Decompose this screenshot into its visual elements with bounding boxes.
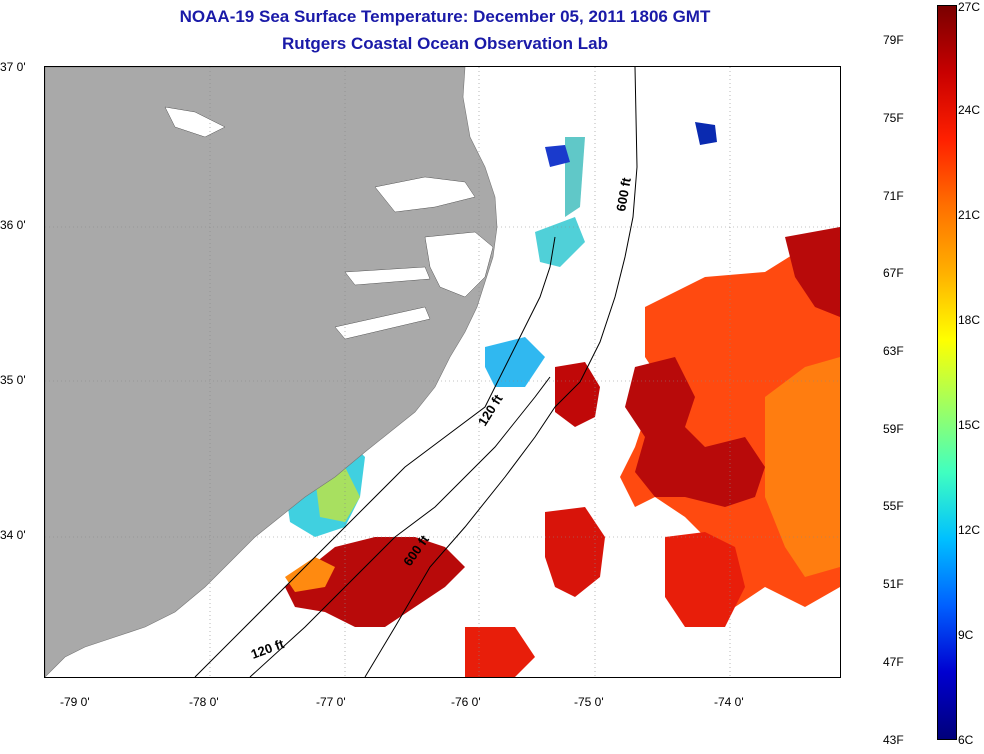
- sst-patch-center-darkred: [625, 357, 765, 507]
- lat-label-36: 36 0': [0, 218, 26, 232]
- colorbar-f-43: 43F: [883, 733, 904, 747]
- colorbar-c-6: 6C: [958, 733, 974, 747]
- inland-water: [164, 106, 494, 340]
- colorbar-f-59: 59F: [883, 422, 904, 436]
- colorbar-c-15: 15C: [958, 418, 981, 432]
- map-grid: [45, 67, 840, 677]
- colorbar-c-9: 9C: [958, 628, 974, 642]
- chesapeake-inlet: [164, 106, 226, 138]
- contour-120ft: [249, 376, 551, 677]
- contour-label-120ft-mid: 120 ft: [475, 391, 506, 428]
- depth-contours: [194, 67, 638, 677]
- colorbar-c-21: 21C: [958, 208, 981, 222]
- sst-patches: [285, 122, 840, 677]
- sst-patch-raleigh-cyan: [485, 337, 545, 387]
- pamlico-sound: [424, 231, 494, 298]
- sst-patch-pamlico-cyan: [535, 217, 585, 267]
- colorbar-f-75: 75F: [883, 111, 904, 125]
- sst-patch-north-blue: [545, 145, 570, 167]
- lon-label-79: -79 0': [60, 695, 90, 709]
- lat-label-35: 35 0': [0, 373, 26, 387]
- lon-label-76: -76 0': [451, 695, 481, 709]
- contour-600ft: [364, 67, 638, 677]
- lon-label-74: -74 0': [714, 695, 744, 709]
- colorbar-f-55: 55F: [883, 499, 904, 513]
- lon-label-77: -77 0': [316, 695, 346, 709]
- albemarle-sound: [374, 176, 476, 213]
- lat-label-34: 34 0': [0, 528, 26, 542]
- colorbar-f-67: 67F: [883, 266, 904, 280]
- sst-patch-bottom-red: [465, 627, 535, 677]
- contour-coastal: [194, 236, 556, 677]
- colorbar-f-51: 51F: [883, 577, 904, 591]
- colorbar-f-71: 71F: [883, 189, 904, 203]
- sst-patch-mid-darkred: [555, 362, 600, 427]
- lon-label-78: -78 0': [189, 695, 219, 709]
- colorbar-c-18: 18C: [958, 313, 981, 327]
- sst-patch-north-blue-2: [695, 122, 717, 145]
- sst-patch-se-red: [665, 532, 745, 627]
- temperature-colorbar: [937, 5, 957, 740]
- sst-patch-shelf-red: [285, 537, 465, 627]
- colorbar-f-79: 79F: [883, 33, 904, 47]
- sst-patch-east-orange: [765, 357, 840, 577]
- map-subtitle: Rutgers Coastal Ocean Observation Lab: [282, 34, 608, 53]
- colorbar-c-24: 24C: [958, 103, 981, 117]
- pamlico-river: [344, 266, 431, 286]
- colorbar-f-63: 63F: [883, 344, 904, 358]
- sst-map-svg: 600 ft 120 ft 600 ft 120 ft: [45, 67, 840, 677]
- lat-label-37: 37 0': [0, 60, 26, 74]
- contour-label-120ft-south: 120 ft: [249, 636, 287, 662]
- contour-label-600ft-north: 600 ft: [613, 176, 634, 213]
- colorbar-f-47: 47F: [883, 655, 904, 669]
- neuse-river: [334, 306, 431, 340]
- sst-patch-ne-darkred: [785, 227, 840, 317]
- sst-patch-gulfstream-cyan: [565, 137, 585, 217]
- lon-label-75: -75 0': [574, 695, 604, 709]
- colorbar-c-12: 12C: [958, 523, 981, 537]
- sst-patch-shelf-orange: [285, 557, 335, 592]
- sst-patch-south-red: [545, 507, 605, 597]
- colorbar-c-27: 27C: [958, 0, 981, 14]
- map-title: NOAA-19 Sea Surface Temperature: Decembe…: [179, 7, 711, 26]
- land: [45, 67, 498, 677]
- sst-map[interactable]: 600 ft 120 ft 600 ft 120 ft: [44, 66, 841, 678]
